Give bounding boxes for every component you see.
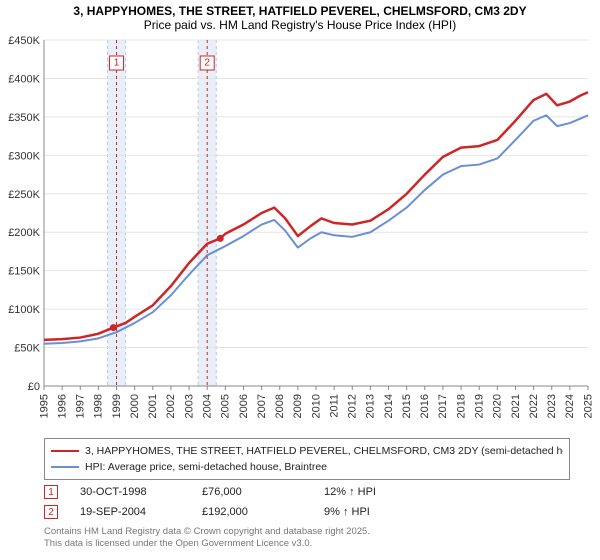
svg-text:2022: 2022 — [528, 394, 540, 418]
event-price: £76,000 — [202, 486, 302, 498]
legend-item: 3, HAPPYHOMES, THE STREET, HATFIELD PEVE… — [51, 443, 563, 459]
svg-text:£300K: £300K — [8, 150, 40, 162]
svg-text:2009: 2009 — [292, 394, 304, 418]
event-delta: 12% ↑ HPI — [324, 486, 424, 498]
event-date: 30-OCT-1998 — [80, 486, 180, 498]
svg-text:2019: 2019 — [474, 394, 486, 418]
svg-text:2015: 2015 — [401, 394, 413, 418]
footer: Contains HM Land Registry data © Crown c… — [44, 526, 570, 550]
legend-swatch — [51, 450, 79, 452]
svg-text:2010: 2010 — [310, 394, 322, 418]
svg-text:£400K: £400K — [8, 73, 40, 85]
svg-text:2006: 2006 — [238, 394, 250, 418]
event-date: 19-SEP-2004 — [80, 506, 180, 518]
legend-label: 3, HAPPYHOMES, THE STREET, HATFIELD PEVE… — [85, 445, 563, 457]
events-table: 1 30-OCT-1998 £76,000 12% ↑ HPI 2 19-SEP… — [44, 482, 570, 522]
svg-text:1997: 1997 — [75, 394, 87, 418]
event-badge: 2 — [44, 505, 58, 519]
chart-area: £0 £50K £100K £150K £200K £250K £300K £350K £400… — [0, 34, 600, 434]
chart-title-line2: Price paid vs. HM Land Registry's House … — [8, 18, 592, 32]
svg-text:£0: £0 — [28, 381, 40, 393]
svg-text:2007: 2007 — [256, 394, 268, 418]
svg-text:£150K: £150K — [8, 266, 40, 278]
legend-label: HPI: Average price, semi-detached house,… — [85, 461, 327, 473]
chart-title-line1: 3, HAPPYHOMES, THE STREET, HATFIELD PEVE… — [8, 4, 592, 18]
event-row: 2 19-SEP-2004 £192,000 9% ↑ HPI — [44, 502, 570, 522]
event-row: 1 30-OCT-1998 £76,000 12% ↑ HPI — [44, 482, 570, 502]
svg-text:£100K: £100K — [8, 304, 40, 316]
svg-text:1999: 1999 — [111, 394, 123, 418]
legend-item: HPI: Average price, semi-detached house,… — [51, 459, 563, 475]
svg-text:2008: 2008 — [274, 394, 286, 418]
svg-text:£200K: £200K — [8, 227, 40, 239]
svg-text:£50K: £50K — [14, 343, 40, 355]
event-badge: 1 — [44, 485, 58, 499]
svg-text:2020: 2020 — [492, 394, 504, 418]
svg-text:2012: 2012 — [347, 394, 359, 418]
svg-text:2018: 2018 — [455, 394, 467, 418]
svg-text:2011: 2011 — [328, 394, 340, 418]
svg-text:2013: 2013 — [365, 394, 377, 418]
svg-text:2024: 2024 — [564, 394, 576, 418]
svg-text:2004: 2004 — [201, 394, 213, 418]
chart-title-block: 3, HAPPYHOMES, THE STREET, HATFIELD PEVE… — [0, 0, 600, 34]
svg-text:2021: 2021 — [510, 394, 522, 418]
svg-text:2001: 2001 — [147, 394, 159, 418]
page-root: 3, HAPPYHOMES, THE STREET, HATFIELD PEVE… — [0, 0, 600, 560]
svg-text:2017: 2017 — [437, 394, 449, 418]
svg-text:1996: 1996 — [56, 394, 68, 418]
svg-text:2016: 2016 — [419, 394, 431, 418]
legend: 3, HAPPYHOMES, THE STREET, HATFIELD PEVE… — [44, 438, 570, 480]
svg-text:2002: 2002 — [165, 394, 177, 418]
footer-line2: This data is licensed under the Open Gov… — [44, 538, 570, 550]
event-price: £192,000 — [202, 506, 302, 518]
event-delta: 9% ↑ HPI — [324, 506, 424, 518]
svg-text:2023: 2023 — [546, 394, 558, 418]
svg-text:1995: 1995 — [38, 394, 50, 418]
svg-text:1: 1 — [114, 58, 120, 69]
svg-text:2: 2 — [204, 58, 210, 69]
svg-text:2003: 2003 — [183, 394, 195, 418]
svg-text:2005: 2005 — [220, 394, 232, 418]
svg-text:1998: 1998 — [93, 394, 105, 418]
legend-swatch — [51, 466, 79, 468]
svg-text:2014: 2014 — [383, 394, 395, 418]
svg-text:2000: 2000 — [129, 394, 141, 418]
svg-text:£350K: £350K — [8, 112, 40, 124]
svg-text:£250K: £250K — [8, 189, 40, 201]
footer-line1: Contains HM Land Registry data © Crown c… — [44, 526, 570, 538]
svg-text:£450K: £450K — [8, 35, 40, 47]
svg-text:2025: 2025 — [582, 394, 594, 418]
chart-svg: £0 £50K £100K £150K £200K £250K £300K £350K £400… — [0, 34, 600, 434]
